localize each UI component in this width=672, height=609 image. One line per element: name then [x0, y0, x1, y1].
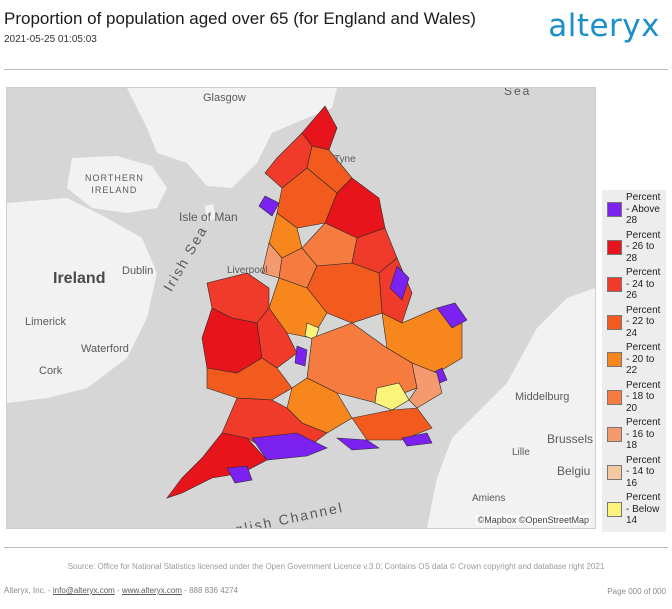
region-christchurch[interactable]	[336, 437, 380, 451]
map-label-limerick: Limerick	[25, 316, 66, 328]
legend-swatch	[607, 314, 622, 330]
legend-item-below-14: Percent - Below 14	[602, 492, 666, 530]
legend-item-26-to-28: Percent - 26 to 28	[602, 230, 666, 268]
choropleth-map[interactable]: Sea Glasgow NORTHERN IRELAND Isle of Man…	[6, 87, 596, 529]
legend-swatch	[607, 277, 622, 292]
legend-item-18-to-20: Percent - 18 to 20	[602, 380, 666, 418]
map-label-amiens: Amiens	[472, 493, 506, 504]
isle-of-man-landmass	[205, 204, 216, 222]
region-london[interactable]	[374, 382, 410, 411]
map-label-dublin: Dublin	[122, 265, 154, 277]
legend-label: Percent - 26 to 28	[626, 229, 661, 264]
footer-contact: Alteryx, Inc. - info@alteryx.com - www.a…	[4, 586, 238, 595]
map-canvas	[7, 88, 595, 528]
region-barrow[interactable]	[258, 195, 280, 217]
ireland-landmass	[7, 198, 157, 403]
legend-label: Percent - 22 to 24	[626, 304, 661, 339]
legend-label: Percent - 20 to 22	[626, 342, 661, 376]
legend-swatch	[607, 389, 622, 405]
report-datetime: 2021-05-25 01:05:03	[4, 34, 97, 45]
region-east-devon[interactable]	[251, 432, 328, 461]
footer-company: Alteryx, Inc. -	[4, 586, 53, 595]
header-divider	[4, 69, 668, 70]
legend-swatch	[607, 352, 622, 367]
legend-item-20-to-22: Percent - 20 to 22	[602, 342, 666, 380]
legend-swatch	[607, 202, 622, 217]
map-label-isle-of-man: Isle of Man	[179, 210, 238, 224]
scotland-landmass	[127, 88, 337, 188]
map-label-waterford: Waterford	[81, 343, 129, 355]
map-attribution[interactable]: ©Mapbox ©OpenStreetMap	[475, 515, 591, 525]
legend-label: Percent - Above 28	[626, 192, 661, 226]
legend-item-16-to-18: Percent - 16 to 18	[602, 417, 666, 455]
legend-swatch	[607, 502, 622, 517]
legend-swatch	[607, 427, 622, 442]
map-label-glasgow: Glasgow	[203, 92, 246, 104]
legend-label: Percent - 18 to 20	[626, 379, 661, 414]
legend-item-24-to-26: Percent - 24 to 26	[602, 267, 666, 305]
footer-phone: - 888 836 4274	[181, 586, 238, 595]
region-torbay[interactable]	[226, 465, 253, 484]
legend-swatch	[607, 464, 622, 480]
legend-label: Percent - Below 14	[626, 492, 661, 526]
footer-email-link[interactable]: info@alteryx.com	[52, 586, 115, 595]
footer-website-link[interactable]: www.alteryx.com	[121, 586, 182, 595]
region-malvern[interactable]	[294, 345, 308, 367]
page-number: Page 000 of 000	[607, 587, 666, 596]
legend-label: Percent - 24 to 26	[626, 267, 661, 301]
map-label-liverpool: Liverpool	[227, 265, 268, 276]
regions-layer	[166, 105, 468, 499]
map-label-lille: Lille	[512, 447, 530, 458]
map-label-sea: Sea	[504, 87, 532, 98]
region-cornwall[interactable]	[166, 432, 268, 499]
map-label-belgium: Belgiu	[557, 464, 591, 478]
map-legend: Percent - Above 28 Percent - 26 to 28 Pe…	[602, 190, 666, 532]
source-note: Source: Office for National Statistics l…	[67, 562, 605, 571]
map-label-middelburg: Middelburg	[515, 391, 570, 403]
legend-item-14-to-16: Percent - 14 to 16	[602, 455, 666, 493]
legend-item-22-to-24: Percent - 22 to 24	[602, 305, 666, 343]
alteryx-logo: alteryx	[548, 8, 660, 44]
map-label-brussels: Brussels	[547, 432, 594, 446]
map-label-northern-ireland: NORTHERN IRELAND	[85, 173, 144, 195]
region-rother[interactable]	[401, 432, 433, 447]
footer-divider	[4, 547, 668, 548]
footer-separator: -	[114, 586, 122, 595]
map-label-cork: Cork	[39, 365, 63, 377]
region-east-lindsey[interactable]	[389, 265, 410, 301]
region-north-norfolk[interactable]	[436, 302, 468, 329]
legend-swatch	[607, 239, 622, 255]
legend-label: Percent - 14 to 16	[626, 454, 661, 489]
map-label-tyne: Tyne	[334, 154, 356, 165]
map-label-ireland: Ireland	[53, 270, 106, 287]
northern-ireland-landmass	[67, 156, 167, 213]
report-title: Proportion of population aged over 65 (f…	[4, 9, 476, 28]
legend-item-above-28: Percent - Above 28	[602, 192, 666, 230]
europe-landmass	[427, 288, 595, 528]
legend-label: Percent - 16 to 18	[626, 417, 661, 451]
